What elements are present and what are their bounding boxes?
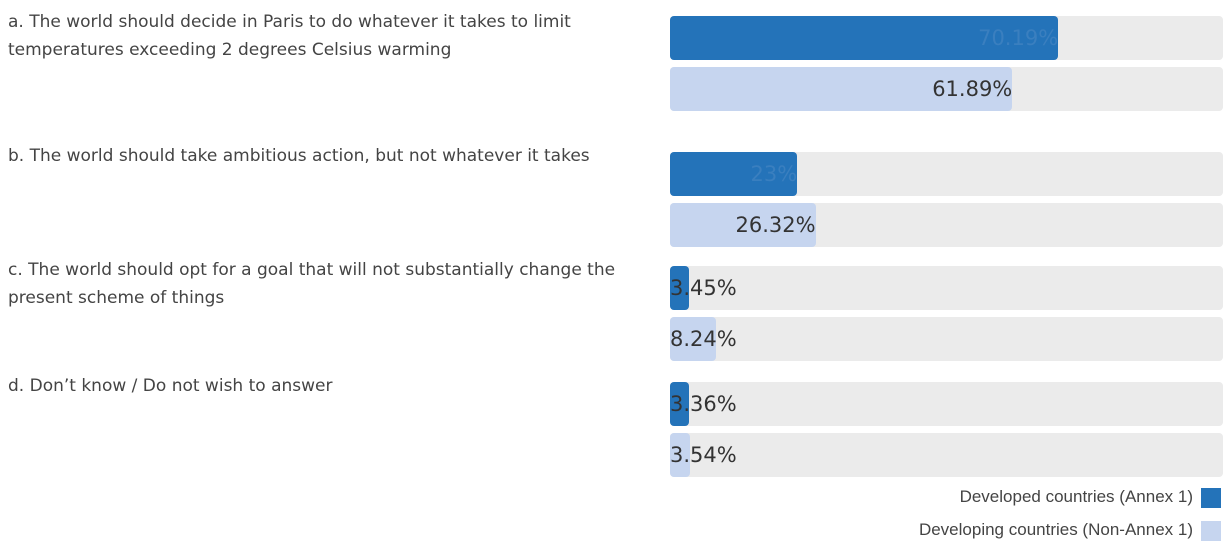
- category-label: d. Don’t know / Do not wish to answer: [8, 376, 333, 396]
- legend-swatch: [1201, 521, 1221, 541]
- category-label: a. The world should decide in Paris to d…: [8, 12, 571, 60]
- category-label: c. The world should opt for a goal that …: [8, 260, 616, 308]
- bar-track: 61.89%: [670, 67, 1223, 111]
- bar: [670, 203, 816, 247]
- bar-track: 23%: [670, 152, 1223, 196]
- value-label: 61.89%: [932, 77, 1013, 101]
- value-label: 23%: [750, 162, 798, 186]
- bar-track: 3.54%: [670, 433, 1223, 477]
- value-label: 3.45%: [670, 276, 737, 300]
- bar: [670, 16, 1059, 60]
- value-label: 70.19%: [978, 26, 1059, 50]
- bar: [670, 433, 690, 477]
- category-label: b. The world should take ambitious actio…: [8, 146, 590, 166]
- value-label: 26.32%: [735, 213, 816, 237]
- bar: [670, 317, 716, 361]
- bar-track: 8.24%: [670, 317, 1223, 361]
- legend-label: Developed countries (Annex 1): [959, 487, 1193, 506]
- bar-track: 26.32%: [670, 203, 1223, 247]
- value-label: 3.54%: [670, 443, 737, 467]
- bar: [670, 382, 689, 426]
- value-label: 8.24%: [670, 327, 737, 351]
- bar-track: 3.45%: [670, 266, 1223, 310]
- legend-swatch: [1201, 488, 1221, 508]
- legend-label: Developing countries (Non-Annex 1): [918, 520, 1193, 539]
- bar-track: 3.36%: [670, 382, 1223, 426]
- value-label: 3.36%: [670, 392, 737, 416]
- bar-track: 70.19%: [670, 16, 1223, 60]
- bar: [670, 266, 690, 310]
- bar: [670, 152, 798, 196]
- bar: [670, 67, 1013, 111]
